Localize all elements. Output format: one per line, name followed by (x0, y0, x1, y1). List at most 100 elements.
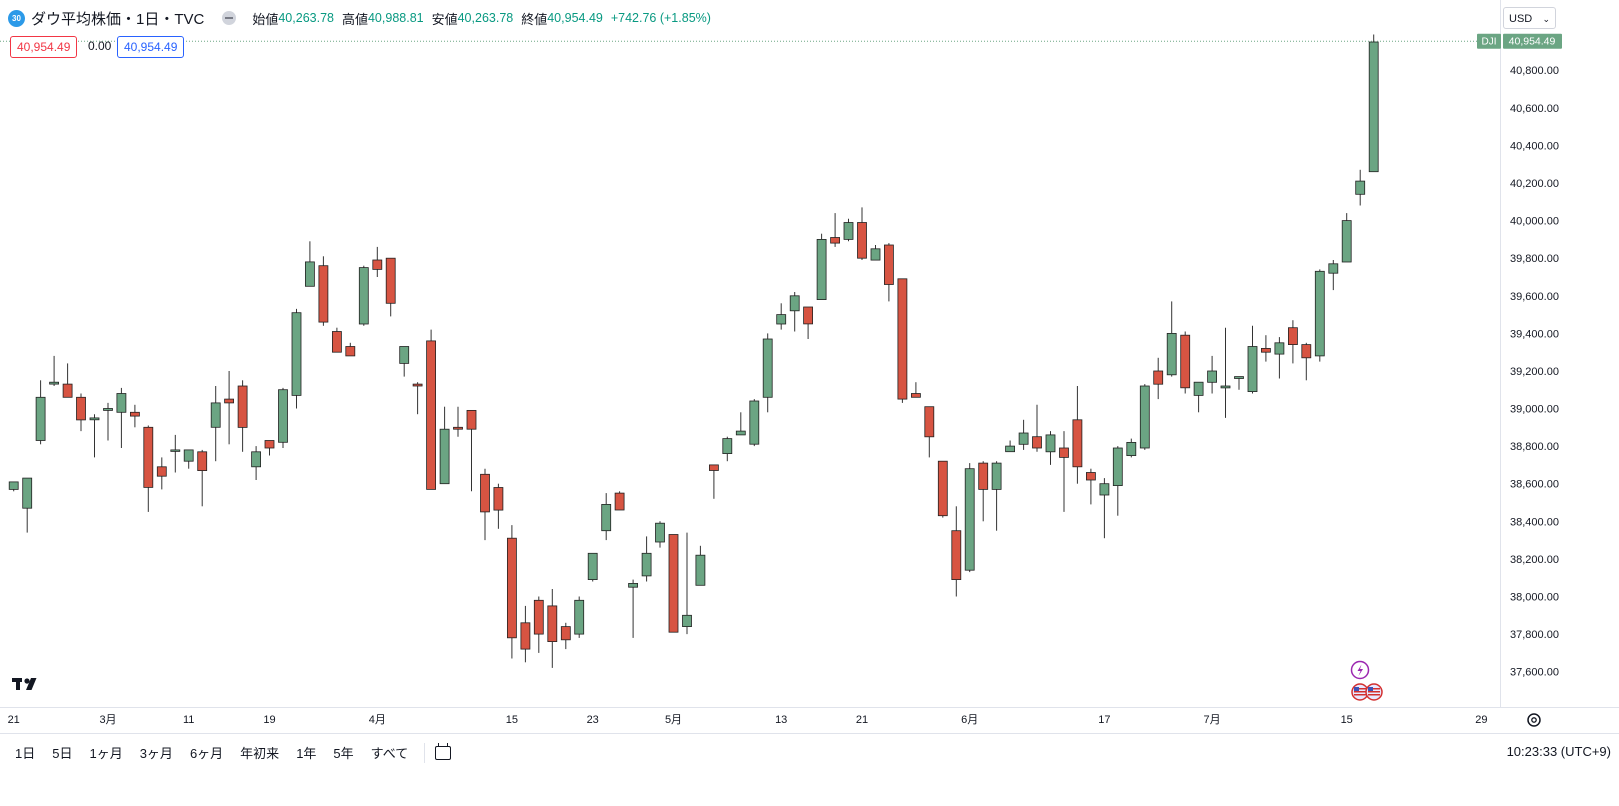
candle (156, 457, 167, 490)
symbol-badge[interactable]: 30 (8, 9, 25, 27)
candle-body (803, 306, 813, 325)
ask-price-box[interactable]: 40,954.49 (117, 36, 185, 58)
candle (439, 406, 450, 485)
candle (722, 436, 733, 462)
candle (803, 306, 813, 339)
hide-indicator-icon[interactable] (222, 11, 237, 25)
candle (345, 342, 356, 357)
time-axis-label: 21 (8, 714, 20, 726)
bid-price-box[interactable]: 40,954.49 (10, 36, 78, 58)
currency-select[interactable]: USD ⌄ (1503, 7, 1556, 29)
candle-body (533, 599, 544, 635)
candle-body (35, 396, 46, 441)
price-axis-label: 40,000.00 (1510, 216, 1559, 228)
candle (762, 333, 773, 413)
range-button-1[interactable]: 5日 (52, 746, 73, 761)
candle (62, 363, 73, 398)
candle-body (1032, 436, 1042, 449)
range-button-6[interactable]: 1年 (296, 746, 317, 761)
candle-body (1099, 483, 1110, 496)
high-label: 高値 (341, 11, 368, 27)
candle (1207, 355, 1217, 394)
candle (776, 303, 787, 330)
candle (197, 449, 208, 507)
candle-body (709, 464, 719, 471)
candle (1274, 337, 1285, 379)
time-axis-label: 7月 (1204, 714, 1221, 726)
event-markers[interactable] (1350, 660, 1383, 701)
candle-body (655, 522, 665, 543)
candle-body (1018, 432, 1029, 445)
candle-body (8, 481, 19, 490)
clock[interactable]: 10:23:33 (UTC+9) (1506, 744, 1611, 759)
candle-body (237, 385, 248, 428)
price-axis-label: 38,800.00 (1510, 441, 1559, 453)
candle (264, 440, 275, 456)
time-axis-label: 5月 (665, 714, 682, 726)
candle-body (641, 552, 652, 577)
candle (628, 579, 638, 638)
time-axis-label: 29 (1475, 714, 1487, 726)
time-axis-label: 4月 (369, 714, 386, 726)
candle-body (453, 426, 463, 430)
candle (897, 278, 908, 403)
range-button-4[interactable]: 6ヶ月 (189, 746, 224, 761)
calendar-icon[interactable] (435, 742, 452, 760)
time-axis-label: 19 (263, 714, 275, 726)
candle (641, 536, 652, 582)
symbol-title[interactable]: ダウ平均株価・1日・TVC (31, 10, 205, 28)
range-button-5[interactable]: 年初来 (240, 746, 280, 761)
candle-body (304, 261, 315, 287)
candle-body (857, 222, 867, 259)
candle (1288, 320, 1298, 364)
candle-body (897, 278, 908, 400)
range-button-2[interactable]: 1ヶ月 (89, 746, 123, 761)
candle-body (601, 503, 612, 532)
candle-body (318, 265, 329, 323)
candle-body (412, 383, 423, 387)
candle (506, 525, 517, 659)
last-price-tag: DJI 40,954.49 (1477, 33, 1562, 49)
candle-body (951, 530, 962, 581)
candle (924, 406, 935, 458)
candle (466, 409, 477, 492)
candle-body (183, 449, 194, 462)
candle-body (399, 346, 410, 364)
candle-body (76, 396, 86, 421)
candle (857, 207, 867, 260)
candle-body (143, 426, 154, 488)
tradingview-logo-icon[interactable] (12, 676, 44, 692)
price-axis-label: 38,200.00 (1510, 554, 1559, 566)
candle (372, 246, 383, 277)
candle (816, 233, 827, 300)
candle (574, 596, 585, 638)
candle-body (587, 552, 598, 580)
candle-body (197, 451, 208, 471)
candle-body (991, 462, 1002, 490)
candle-body (668, 534, 679, 633)
candle-body (924, 406, 935, 438)
candle-body (911, 393, 921, 398)
candle (35, 380, 46, 445)
candle (278, 387, 288, 448)
candle (978, 461, 989, 522)
candle-body (224, 398, 235, 404)
candle (426, 329, 437, 490)
candle (493, 483, 504, 529)
candle (318, 256, 329, 326)
candle-body (776, 314, 787, 325)
candle-body (762, 338, 773, 398)
range-button-7[interactable]: 5年 (333, 746, 354, 761)
price-axis-label: 40,800.00 (1510, 65, 1559, 77)
price-axis-label: 38,600.00 (1510, 479, 1559, 491)
range-button-3[interactable]: 3ヶ月 (139, 746, 173, 761)
candle-body (978, 462, 989, 490)
candle-body (1207, 370, 1217, 383)
range-button-8[interactable]: すべて (370, 746, 409, 761)
settings-gear-icon[interactable] (1527, 713, 1541, 727)
candle-body (385, 257, 396, 304)
range-button-0[interactable]: 1日 (15, 746, 36, 761)
price-axis-label: 39,200.00 (1510, 366, 1559, 378)
